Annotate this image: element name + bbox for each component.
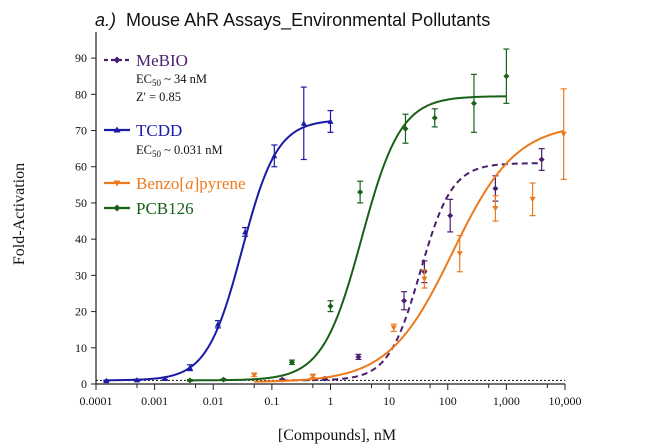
series-benzo-a-pyrene <box>251 88 567 383</box>
chart-title-prefix: a.) <box>95 10 116 30</box>
y-tick-label: 80 <box>75 87 87 101</box>
y-tick-label: 40 <box>75 232 87 246</box>
x-tick-label: 1 <box>328 394 334 408</box>
y-tick-label: 30 <box>75 268 87 282</box>
legend-item-pcb126: PCB126 <box>104 199 194 218</box>
x-tick-label: 1,000 <box>493 394 520 408</box>
legend-marker-benzo-a-pyrene <box>113 180 121 187</box>
legend-label-benzo-a-pyrene-italic: a <box>185 174 194 193</box>
data-point-tcdd <box>186 364 193 371</box>
x-tick-label: 10,000 <box>549 394 582 408</box>
data-point-pcb126 <box>402 125 409 132</box>
y-tick-label: 90 <box>75 51 87 65</box>
data-point-benzo-a-pyrene <box>456 251 463 257</box>
y-tick-label: 20 <box>75 305 87 319</box>
legend-marker-pcb126 <box>113 204 121 212</box>
legend-label-benzo-a-pyrene-start: Benzo[ <box>136 174 185 193</box>
y-tick-label: 0 <box>81 377 87 391</box>
data-point-tcdd <box>161 375 168 381</box>
legend-label-benzo-a-pyrene-end: ]pyrene <box>194 174 246 193</box>
data-point-pcb126 <box>357 189 364 196</box>
data-point-tcdd <box>214 321 221 327</box>
data-point-tcdd <box>327 118 334 124</box>
data-point-pcb126 <box>503 73 510 80</box>
legend-item-tcdd: TCDD EC50 ~ 0.031 nM <box>104 121 223 159</box>
data-point-benzo-a-pyrene <box>421 276 428 282</box>
plot-area: 0 10 20 30 40 50 60 70 80 90 0.0001 0.001 0.01 0.1 1 10… <box>75 32 582 408</box>
legend-marker-mebio <box>113 56 121 64</box>
data-point-benzo-a-pyrene <box>560 131 567 138</box>
data-point-pcb126 <box>186 377 193 384</box>
fit-curve-pcb126 <box>189 95 507 382</box>
data-point-benzo-a-pyrene <box>529 196 536 203</box>
data-point-tcdd <box>242 228 249 235</box>
data-point-tcdd <box>103 377 110 384</box>
legend-marker-tcdd <box>113 126 121 133</box>
data-point-mebio <box>401 297 408 304</box>
data-point-tcdd <box>300 120 307 126</box>
series-mebio <box>279 148 545 383</box>
data-point-benzo-a-pyrene <box>251 372 258 378</box>
x-tick-label: 0.001 <box>141 394 168 408</box>
chart-title: a.) Mouse AhR Assays_Environmental Pollu… <box>95 10 490 31</box>
data-point-mebio <box>492 185 499 192</box>
y-axis-label: Fold-Activation <box>11 163 28 265</box>
x-tick-label: 100 <box>439 394 457 408</box>
data-point-pcb126 <box>431 114 438 121</box>
data-point-mebio <box>538 156 545 163</box>
mebio-zprime-note: Z' = 0.85 <box>136 90 181 104</box>
fit-curve-tcdd <box>106 120 331 382</box>
x-tick-label: 0.1 <box>264 394 279 408</box>
legend-label-pcb126: PCB126 <box>136 199 194 218</box>
data-point-pcb126 <box>470 100 477 107</box>
legend-label-tcdd: TCDD <box>136 121 182 140</box>
y-tick-label: 60 <box>75 160 87 174</box>
data-point-pcb126 <box>327 303 334 310</box>
data-point-benzo-a-pyrene <box>309 373 316 380</box>
y-tick-label: 70 <box>75 124 87 138</box>
legend-item-mebio: MeBIO EC50 ~ 34 nM Z' = 0.85 <box>104 51 207 104</box>
x-tick-label: 0.0001 <box>80 394 113 408</box>
legend-label-mebio: MeBIO <box>136 51 188 70</box>
data-point-pcb126 <box>220 376 227 383</box>
data-point-mebio <box>447 212 454 219</box>
series-pcb126 <box>186 48 510 384</box>
data-point-mebio <box>355 353 362 360</box>
data-point-benzo-a-pyrene <box>492 205 499 212</box>
legend: MeBIO EC50 ~ 34 nM Z' = 0.85 TCDD EC50 ~… <box>104 51 246 218</box>
data-point-tcdd <box>133 377 140 383</box>
fit-curve-benzo-a-pyrene <box>254 129 564 383</box>
data-point-benzo-a-pyrene <box>390 325 397 331</box>
legend-label-benzo-a-pyrene: Benzo[a]pyrene <box>136 174 246 193</box>
x-tick-label: 10 <box>383 394 395 408</box>
data-point-tcdd <box>271 152 278 159</box>
x-tick-label: 0.01 <box>203 394 224 408</box>
x-axis-label: [Compounds], nM <box>278 427 396 444</box>
series-tcdd <box>103 86 334 384</box>
y-tick-label: 10 <box>75 341 87 355</box>
chart-title-text: Mouse AhR Assays_Environmental Pollutant… <box>126 10 490 31</box>
tcdd-ec50-note: EC50 ~ 0.031 nM <box>136 143 223 159</box>
data-point-pcb126 <box>288 359 295 366</box>
mebio-ec50-note: EC50 ~ 34 nM <box>136 72 207 88</box>
y-tick-label: 50 <box>75 196 87 210</box>
legend-item-benzo-a-pyrene: Benzo[a]pyrene <box>104 174 246 193</box>
